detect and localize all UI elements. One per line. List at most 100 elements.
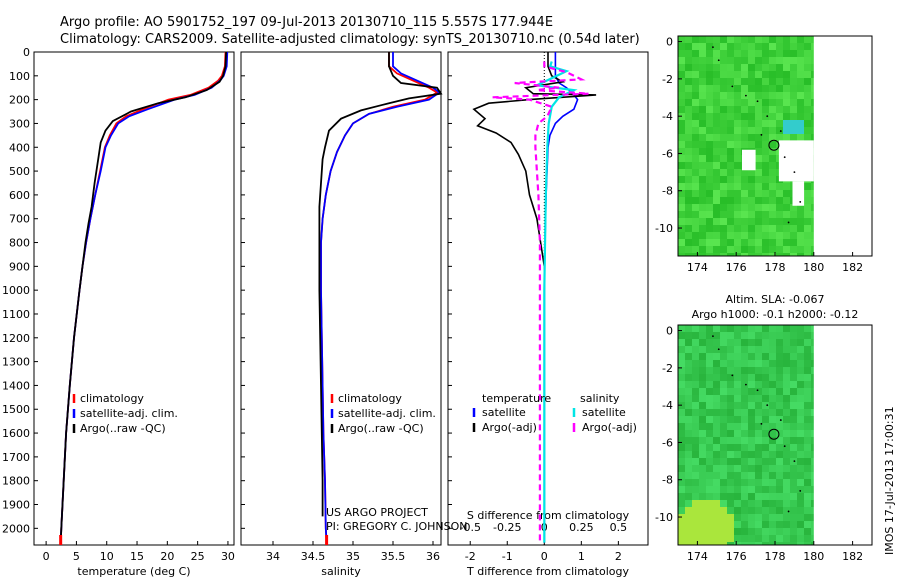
- island-marker: [760, 422, 763, 425]
- map-cell: [727, 360, 734, 367]
- map-cell: [755, 246, 762, 253]
- map-cell: [811, 465, 814, 472]
- map-cell: [762, 437, 769, 444]
- map-cell: [706, 528, 713, 535]
- map-cell: [811, 113, 814, 120]
- map-cell: [734, 176, 741, 183]
- map-cell: [748, 325, 755, 332]
- map-cell: [699, 43, 706, 50]
- map-cell: [720, 99, 727, 106]
- difference-xlabel: T difference from climatology: [466, 565, 629, 578]
- map-cell: [734, 71, 741, 78]
- map-cell: [790, 325, 797, 332]
- map-cell: [762, 239, 769, 246]
- map-cell: [741, 514, 748, 521]
- map-cell: [741, 134, 748, 141]
- map-cell: [769, 71, 776, 78]
- map-cell: [678, 458, 685, 465]
- map-cell: [727, 521, 734, 528]
- map-cell: [713, 430, 720, 437]
- map-cell: [713, 486, 720, 493]
- map-cell: [790, 57, 797, 64]
- map-cell: [755, 479, 762, 486]
- map-cell: [797, 57, 804, 64]
- map-cell: [797, 232, 804, 239]
- map-cell: [755, 190, 762, 197]
- map-cell: [720, 472, 727, 479]
- map-cell: [769, 120, 776, 127]
- map-cell: [706, 176, 713, 183]
- map-cell: [706, 332, 713, 339]
- map-cell: [699, 500, 706, 507]
- map-cell: [762, 183, 769, 190]
- map-cell: [741, 43, 748, 50]
- map-cell: [748, 71, 755, 78]
- map-cell: [755, 57, 762, 64]
- map-cell: [762, 211, 769, 218]
- map-cell: [769, 402, 776, 409]
- map-cell: [741, 346, 748, 353]
- map-cell: [713, 134, 720, 141]
- map-cell: [783, 36, 790, 43]
- map-cell: [734, 535, 741, 542]
- map-cell: [797, 500, 804, 507]
- map-cell: [713, 239, 720, 246]
- map-cell: [692, 148, 699, 155]
- map-cell: [699, 162, 706, 169]
- map-cell: [783, 339, 790, 346]
- map-cell: [713, 521, 720, 528]
- map-cell: [804, 521, 811, 528]
- map-cell: [804, 542, 811, 545]
- map-cell: [783, 500, 790, 507]
- map-cell: [762, 43, 769, 50]
- map-cell: [748, 339, 755, 346]
- map-cell: [692, 451, 699, 458]
- map-cell: [692, 71, 699, 78]
- map-cell: [748, 225, 755, 232]
- map-cell: [692, 332, 699, 339]
- map-cell: [783, 430, 790, 437]
- map-cell: [727, 514, 734, 521]
- map-cell: [776, 507, 783, 514]
- map-cell: [797, 479, 804, 486]
- map-cell: [804, 211, 811, 218]
- map-cell: [811, 388, 814, 395]
- map-cell: [783, 325, 790, 332]
- map-cell: [776, 204, 783, 211]
- map-cell: [769, 232, 776, 239]
- map-cell: [755, 423, 762, 430]
- map-cell: [797, 325, 804, 332]
- map-cell: [783, 353, 790, 360]
- map-cell: [797, 381, 804, 388]
- map-cell: [713, 92, 720, 99]
- map-cell: [720, 162, 727, 169]
- map-cell: [713, 57, 720, 64]
- map-cell: [720, 507, 727, 514]
- map-cell: [797, 535, 804, 542]
- map-cell: [720, 211, 727, 218]
- map-cell: [783, 381, 790, 388]
- map-cell: [685, 332, 692, 339]
- sst_map-xtick-label: 176: [726, 261, 747, 274]
- map-cell: [804, 64, 811, 71]
- map-cell: [720, 535, 727, 542]
- map-cell: [769, 486, 776, 493]
- map-cell: [755, 346, 762, 353]
- map-cell: [713, 225, 720, 232]
- map-cell: [762, 486, 769, 493]
- map-cell: [783, 197, 790, 204]
- map-cell: [762, 99, 769, 106]
- map-cell: [776, 36, 783, 43]
- map-cell: [755, 486, 762, 493]
- map-cell: [769, 246, 776, 253]
- salinity-xlabel: salinity: [321, 565, 361, 578]
- map-cell: [755, 36, 762, 43]
- map-cell: [678, 106, 685, 113]
- map-cell: [727, 381, 734, 388]
- map-cell: [797, 204, 804, 211]
- map-cell: [748, 535, 755, 542]
- map-cell: [783, 232, 790, 239]
- map-cell: [699, 542, 706, 545]
- map-cell: [776, 232, 783, 239]
- map-cell: [741, 493, 748, 500]
